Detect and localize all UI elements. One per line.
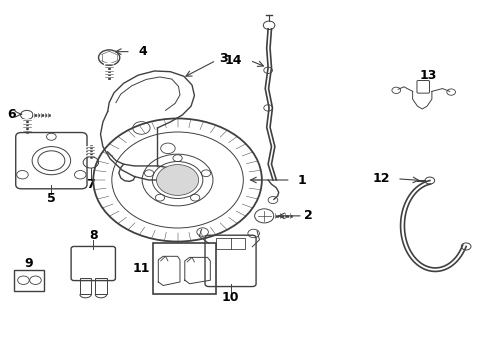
Text: 3: 3 [219, 52, 228, 65]
Bar [153, 243, 216, 294]
Circle shape [156, 165, 198, 195]
Text: 10: 10 [222, 291, 239, 303]
Text: 13: 13 [419, 69, 437, 82]
Text: 9: 9 [24, 257, 32, 270]
Text: 5: 5 [47, 192, 56, 205]
Bar [95, 279, 107, 294]
Text: 6: 6 [7, 108, 16, 121]
Text: 12: 12 [373, 172, 391, 185]
Text: 11: 11 [132, 262, 149, 275]
Bar [80, 279, 91, 294]
Text: 7: 7 [87, 178, 95, 191]
Text: 2: 2 [304, 210, 313, 222]
Bar [216, 238, 245, 248]
Text: 4: 4 [138, 45, 147, 58]
Text: 8: 8 [89, 229, 98, 242]
Bar [14, 270, 44, 291]
Text: 1: 1 [298, 174, 307, 186]
Text: 14: 14 [224, 54, 242, 67]
